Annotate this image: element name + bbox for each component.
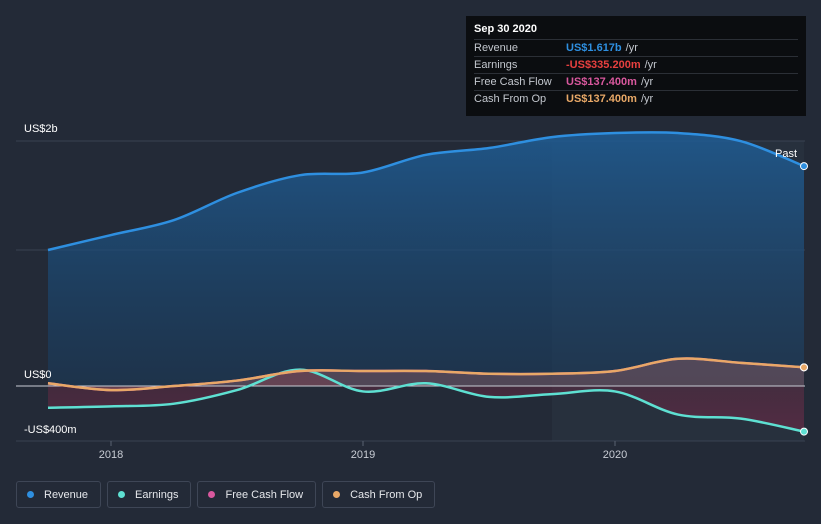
legend-item-free-cash-flow[interactable]: Free Cash Flow	[197, 481, 317, 508]
tooltip-value: US$137.400m	[566, 76, 637, 88]
tooltip-unit: /yr	[644, 59, 657, 71]
x-tick-label: 2019	[351, 449, 375, 461]
tooltip-row-free-cash-flow: Free Cash Flow US$137.400m /yr	[474, 73, 798, 90]
tooltip-label: Free Cash Flow	[474, 76, 552, 88]
area-earnings	[48, 369, 804, 432]
tooltip-unit: /yr	[640, 93, 654, 105]
legend-dot-icon	[208, 491, 216, 498]
legend-dot-icon	[27, 491, 34, 498]
end-point-earnings	[800, 427, 808, 436]
tooltip-label: Cash From Op	[474, 93, 547, 105]
end-point-cash-from-op	[800, 363, 808, 372]
legend-label: Cash From Op	[350, 488, 423, 501]
line-cash-from-op	[47, 357, 805, 392]
tooltip-value: -US$335.200m	[566, 59, 641, 71]
tooltip-unit: /yr	[640, 76, 654, 88]
legend-item-cash-from-op[interactable]: Cash From Op	[322, 481, 436, 508]
legend-label: Earnings	[135, 488, 179, 501]
area-free-cash-flow	[48, 358, 804, 391]
legend-item-earnings[interactable]: Earnings	[107, 481, 192, 508]
y-tick-label-top: US$2b	[24, 123, 58, 135]
financial-chart: US$2b US$0 -US$400m Past 2018 2019 2020	[16, 123, 808, 461]
tooltip-label: Earnings	[474, 59, 518, 71]
tooltip-unit: /yr	[625, 42, 638, 54]
tooltip-row-earnings: Earnings -US$335.200m /yr	[474, 56, 798, 73]
line-earnings	[47, 368, 805, 433]
legend-label: Revenue	[44, 488, 89, 501]
series-areas	[48, 132, 804, 432]
legend-dot-icon	[333, 491, 341, 498]
series-lines	[47, 131, 808, 436]
chart-legend: Revenue Earnings Free Cash Flow Cash Fro…	[16, 481, 436, 508]
end-point-revenue	[800, 162, 808, 171]
y-tick-label-bottom: -US$400m	[24, 424, 77, 436]
tooltip-row-cash-from-op: Cash From Op US$137.400m /yr	[474, 90, 798, 107]
legend-label: Free Cash Flow	[225, 488, 304, 501]
area-cash-from-op	[48, 358, 804, 391]
tooltip-value: US$137.400m	[566, 93, 637, 105]
area-revenue	[48, 132, 804, 386]
tooltip-date: Sep 30 2020	[474, 23, 537, 35]
x-axis-ticks: 2018 2019 2020	[99, 441, 627, 461]
tooltip-label: Revenue	[474, 42, 519, 54]
tooltip-value: US$1.617b	[566, 42, 622, 54]
legend-dot-icon	[118, 491, 126, 498]
past-label: Past	[775, 148, 797, 160]
y-tick-label-zero: US$0	[24, 369, 52, 381]
x-tick-label: 2020	[603, 449, 627, 461]
line-revenue	[47, 131, 805, 252]
x-tick-label: 2018	[99, 449, 123, 461]
legend-item-revenue[interactable]: Revenue	[16, 481, 102, 508]
data-tooltip: Sep 30 2020 Revenue US$1.617b /yr Earnin…	[466, 16, 806, 116]
tooltip-row-revenue: Revenue US$1.617b /yr	[474, 39, 798, 56]
